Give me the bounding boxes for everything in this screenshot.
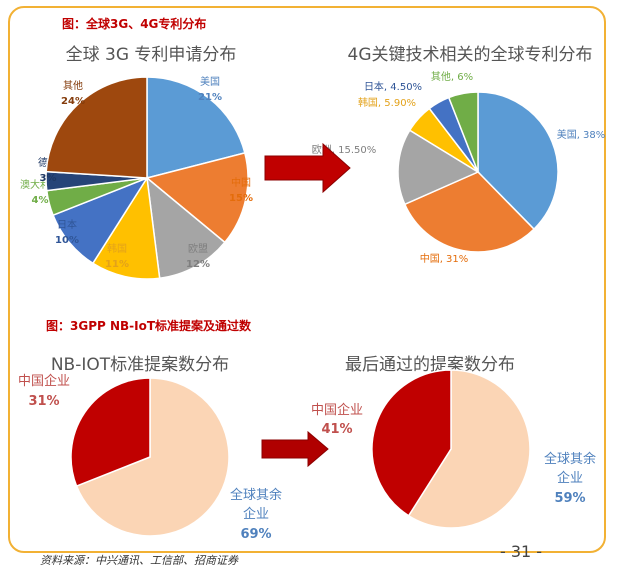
figure-frame [8, 6, 606, 553]
chart2-label-3-0: 韩国, 5.90% [358, 96, 416, 109]
chart3-label-0-0: 全球其余 [230, 487, 282, 503]
chart3-label-1-0: 中国企业 [18, 373, 70, 389]
chart1-label-4-1: 10% [55, 235, 79, 246]
chart2-label-0-0: 美国, 38% [557, 128, 606, 141]
chart4-slice-1 [371, 369, 452, 517]
chart2-label-2-0: 欧洲, 15.50% [312, 144, 377, 156]
chart2-label-1-0: 中国, 31% [420, 252, 469, 265]
chart1-label-7-1: 24% [61, 96, 85, 107]
chart2-label-5-0: 其他, 6% [431, 70, 473, 83]
chart4-title: 最后通过的提案数分布 [345, 355, 515, 375]
page-number: - 31 - [500, 542, 543, 561]
chart2-title: 4G关键技术相关的全球专利分布 [347, 45, 593, 65]
chart4-label-0-2: 59% [554, 491, 585, 506]
chart1-label-3-1: 11% [105, 259, 129, 270]
chart3-label-0-1: 企业 [243, 506, 269, 522]
chart4-label-0-1: 企业 [557, 470, 583, 486]
chart1-label-1-0: 中国 [231, 176, 251, 189]
chart4-label-1-0: 中国企业 [311, 402, 363, 418]
chart1-label-0-0: 美国 [200, 75, 220, 88]
chart1-slice-1 [145, 151, 249, 244]
chart1-slice-3 [91, 175, 161, 280]
chart1-label-4-0: 日本 [57, 218, 77, 231]
right-arrow-icon-bottom [261, 430, 329, 468]
chart2-label-4-0: 日本, 4.50% [364, 80, 422, 93]
chart1-label-5-1: 4% [32, 195, 49, 206]
figure2-title: 图：3GPP NB-IoT标准提案及通过数 [46, 319, 252, 333]
chart3-title: NB-IOT标准提案数分布 [50, 355, 230, 375]
source-note: 资料来源：中兴通讯、工信部、招商证券 [40, 554, 238, 567]
chart1-label-7-0: 其他 [63, 79, 83, 92]
chart3-slice-1 [70, 377, 151, 488]
chart1-slice-0 [146, 76, 246, 179]
chart4-slice-0 [407, 369, 531, 529]
chart1-label-1-1: 15% [229, 193, 253, 204]
chart1-label-6-1: 3% [40, 173, 57, 184]
chart3-slice-0 [75, 377, 230, 537]
chart3-label-1-1: 31% [28, 394, 59, 409]
right-arrow-icon-top [264, 142, 351, 194]
chart4-label-0-0: 全球其余 [544, 451, 596, 467]
chart2-slice-0 [477, 91, 559, 231]
chart2-slice-2 [397, 129, 480, 206]
chart1-slice-2 [146, 176, 226, 280]
chart1-label-2-1: 12% [186, 259, 210, 270]
chart1-label-3-0: 韩国 [107, 242, 127, 255]
chart1-title: 全球 3G 专利申请分布 [65, 45, 237, 65]
chart4-label-1-1: 41% [321, 422, 352, 437]
figure1-title: 图：全球3G、4G专利分布 [62, 17, 207, 31]
chart1-label-0-1: 21% [198, 92, 222, 103]
chart1-label-2-0: 欧盟 [188, 243, 208, 255]
chart3-label-0-2: 69% [240, 527, 271, 542]
chart2-slice-1 [403, 171, 536, 253]
chart1-slice-7 [45, 76, 148, 179]
chart2-slice-5 [447, 91, 479, 173]
